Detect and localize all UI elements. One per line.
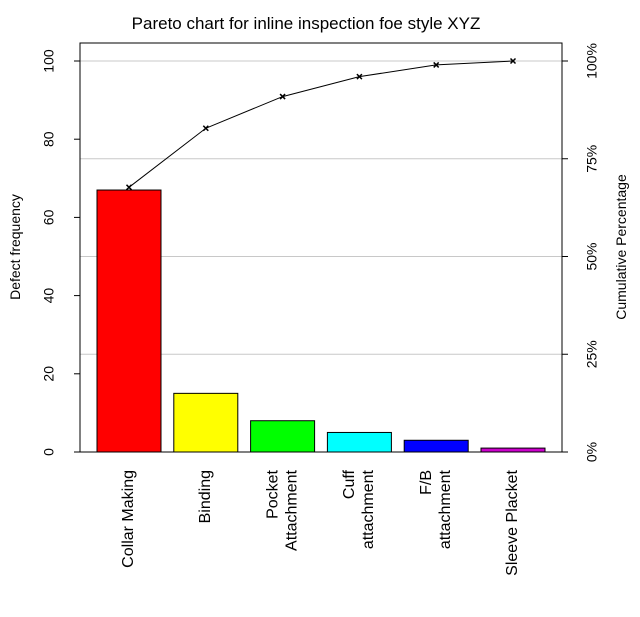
y2-tick-label: 25%	[584, 340, 600, 368]
cumulative-point	[356, 73, 363, 80]
bar	[173, 392, 239, 453]
cumulative-point	[125, 184, 133, 191]
y-tick-label: 0	[41, 448, 57, 456]
y2-tick-label: 75%	[584, 145, 600, 173]
category-label-line: Sleeve Placket	[504, 469, 521, 575]
category-label-line: Attachment	[283, 469, 300, 550]
cumulative-point	[433, 61, 440, 68]
cumulative-point	[509, 57, 517, 65]
category-label-line: Collar Making	[120, 470, 137, 568]
category-label: Binding	[197, 470, 214, 523]
category-label-line: attachment	[360, 469, 377, 549]
y-axis-title-left: Defect frequency	[7, 194, 23, 300]
bars-group	[96, 189, 546, 453]
category-label: Collar Making	[120, 470, 137, 568]
y-tick-label: 40	[41, 288, 57, 304]
category-label-line: attachment	[437, 469, 454, 549]
chart-title: Pareto chart for inline inspection foe s…	[132, 14, 481, 33]
cumulative-point	[279, 93, 286, 100]
category-label-line: Pocket	[264, 469, 281, 518]
left-axis: 0 20 40 60 80 100	[41, 49, 80, 456]
category-label-line: Binding	[197, 470, 214, 523]
y2-tick-label: 50%	[584, 242, 600, 270]
bar	[403, 439, 469, 453]
right-axis: 0% 25% 50% 75% 100%	[562, 43, 600, 462]
bar	[326, 431, 392, 453]
category-label: Cuff attachment	[341, 469, 377, 549]
y-axis-title-right: Cumulative Percentage	[613, 174, 629, 320]
cumulative-line-group	[125, 57, 517, 191]
category-label-line: Cuff	[341, 469, 358, 499]
category-label-line: F/B	[418, 470, 435, 495]
y-tick-label: 60	[41, 209, 57, 225]
category-labels: Collar Making Binding Pocket Attachment Cuff…	[120, 469, 521, 575]
y-tick-label: 100	[41, 49, 57, 73]
category-label: Pocket Attachment	[264, 469, 300, 550]
bar	[96, 189, 162, 453]
cumulative-line	[128, 60, 514, 188]
cumulative-point	[202, 125, 209, 132]
category-label: Sleeve Placket	[504, 469, 521, 575]
y2-tick-label: 0%	[584, 442, 600, 462]
plot-area-frame	[79, 42, 563, 453]
category-label: F/B attachment	[418, 469, 454, 549]
bar	[250, 420, 316, 453]
y-tick-label: 20	[41, 366, 57, 382]
bar	[480, 447, 546, 453]
y2-tick-label: 100%	[584, 43, 600, 79]
y-tick-label: 80	[41, 131, 57, 147]
